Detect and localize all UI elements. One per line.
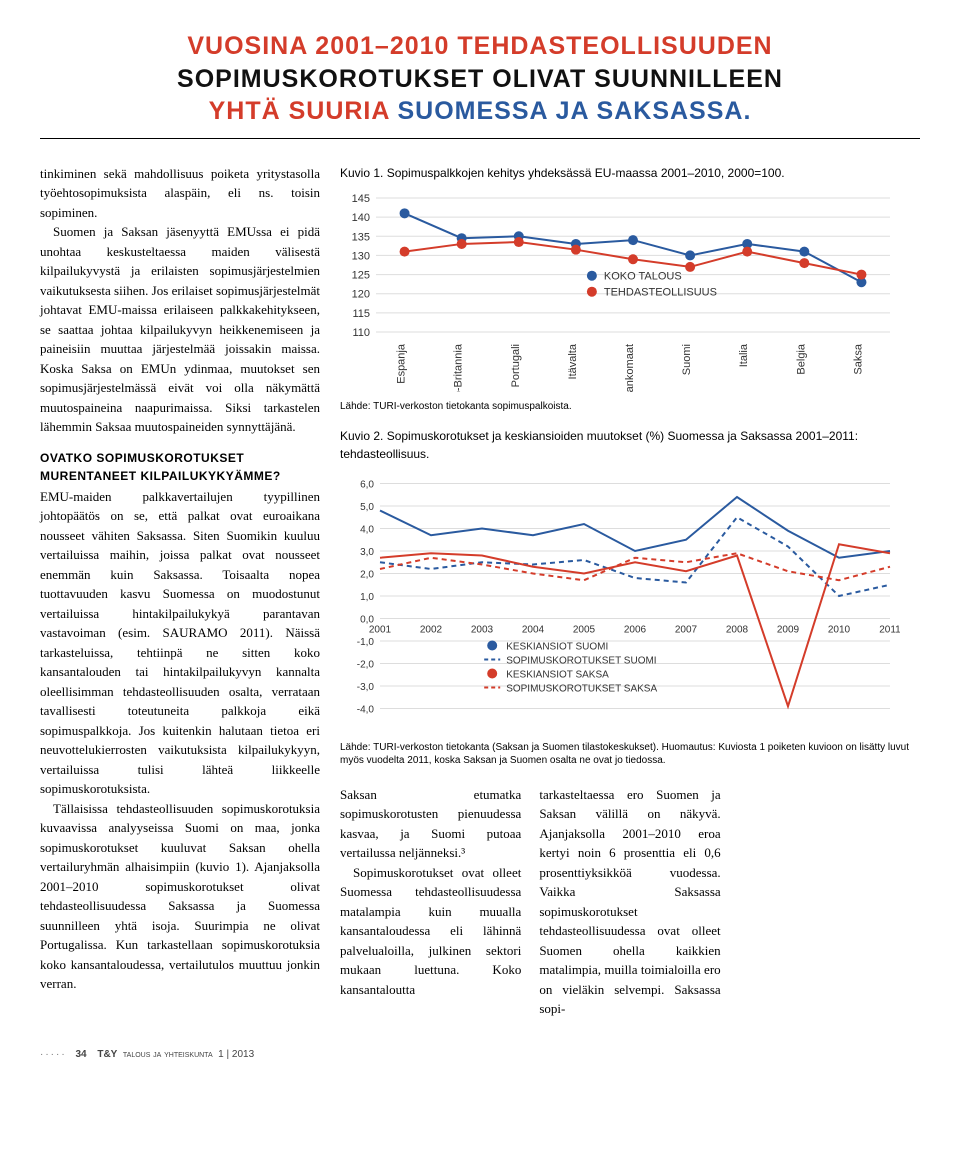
- bottom-p1b: Sopimuskorotukset ovat olleet Suomessa t…: [340, 863, 521, 1000]
- bottom-col2: tarkasteltaessa ero Suomen ja Saksan väl…: [539, 785, 720, 1019]
- svg-text:TEHDASTEOLLISUUS: TEHDASTEOLLISUUS: [604, 286, 717, 298]
- svg-text:3,0: 3,0: [360, 547, 374, 558]
- svg-text:-2,0: -2,0: [357, 659, 375, 670]
- svg-text:Italia: Italia: [738, 343, 750, 367]
- svg-text:KESKIANSIOT SAKSA: KESKIANSIOT SAKSA: [506, 669, 609, 680]
- svg-text:2004: 2004: [522, 624, 545, 635]
- chart2-svg: -4,0-3,0-2,0-1,00,01,02,03,04,05,06,0200…: [340, 473, 900, 733]
- chart1-svg: 110 115 120 125 130 135 140 145 Espanja Iso-Brita…: [340, 192, 900, 392]
- svg-text:Iso-Britannia: Iso-Britannia: [453, 343, 465, 392]
- bottom-columns: Saksan etumatka sopimuskorotusten pienuu…: [340, 785, 920, 1019]
- chart2-source: Lähde: TURI-verkoston tietokanta (Saksan…: [340, 741, 920, 767]
- svg-text:2001: 2001: [369, 624, 392, 635]
- footer-mag: T&Y: [97, 1049, 117, 1060]
- left-column: tinkiminen sekä mahdollisuus poiketa yri…: [40, 164, 320, 1019]
- svg-text:115: 115: [352, 307, 370, 319]
- svg-text:125: 125: [352, 269, 370, 281]
- left-p3: EMU-maiden palkkavertailujen tyypillinen…: [40, 487, 320, 799]
- svg-text:2008: 2008: [726, 624, 749, 635]
- headline-line2: SOPIMUSKOROTUKSET OLIVAT SUUNNILLEEN: [177, 65, 783, 93]
- svg-text:140: 140: [352, 212, 370, 224]
- svg-text:2007: 2007: [675, 624, 698, 635]
- svg-text:2011: 2011: [879, 624, 900, 635]
- svg-text:SOPIMUSKOROTUKSET SAKSA: SOPIMUSKOROTUKSET SAKSA: [506, 683, 657, 694]
- svg-text:2010: 2010: [828, 624, 851, 635]
- svg-text:2009: 2009: [777, 624, 800, 635]
- svg-text:2002: 2002: [420, 624, 443, 635]
- svg-text:Alankomaat: Alankomaat: [624, 344, 636, 392]
- page-footer: 34 T&Y talous ja yhteiskunta 1 | 2013: [40, 1047, 920, 1062]
- bottom-col1: Saksan etumatka sopimuskorotusten pienuu…: [340, 785, 521, 1019]
- svg-text:130: 130: [352, 250, 370, 262]
- headline: VUOSINA 2001–2010 TEHDASTEOLLISUUDEN SOP…: [40, 30, 920, 128]
- svg-text:Suomi: Suomi: [681, 344, 693, 375]
- bottom-col3: [739, 785, 920, 1019]
- svg-text:KESKIANSIOT SUOMI: KESKIANSIOT SUOMI: [506, 641, 608, 652]
- headline-line3b: SUOMESSA JA SAKSASSA.: [397, 97, 751, 125]
- svg-text:Espanja: Espanja: [396, 343, 408, 384]
- svg-text:-3,0: -3,0: [357, 682, 375, 693]
- left-p4: Tällaisissa tehdasteollisuuden sopimusko…: [40, 799, 320, 994]
- svg-text:Saksa: Saksa: [852, 343, 864, 374]
- chart1-source: Lähde: TURI-verkoston tietokanta sopimus…: [340, 400, 920, 413]
- svg-text:-1,0: -1,0: [357, 637, 375, 648]
- svg-text:1,0: 1,0: [360, 592, 374, 603]
- bottom-p1: Saksan etumatka sopimuskorotusten pienuu…: [340, 785, 521, 863]
- svg-text:Portugali: Portugali: [510, 344, 522, 387]
- footer-page: 34: [75, 1049, 86, 1060]
- svg-text:135: 135: [352, 231, 370, 243]
- footer-magfull: talous ja yhteiskunta: [123, 1049, 213, 1060]
- svg-text:6,0: 6,0: [360, 479, 374, 490]
- svg-text:-4,0: -4,0: [357, 704, 375, 715]
- svg-text:SOPIMUSKOROTUKSET SUOMI: SOPIMUSKOROTUKSET SUOMI: [506, 655, 656, 666]
- svg-text:120: 120: [352, 288, 370, 300]
- svg-text:5,0: 5,0: [360, 502, 374, 513]
- bottom-p2: tarkasteltaessa ero Suomen ja Saksan väl…: [539, 785, 720, 1019]
- chart1-title: Kuvio 1. Sopimuspalkkojen kehitys yhdeks…: [340, 164, 920, 182]
- svg-text:Belgia: Belgia: [795, 343, 807, 374]
- chart2-title: Kuvio 2. Sopimuskorotukset ja keskiansio…: [340, 427, 920, 463]
- headline-rule: [40, 138, 920, 139]
- headline-line1: VUOSINA 2001–2010 TEHDASTEOLLISUUDEN: [187, 32, 772, 60]
- chart1: 110 115 120 125 130 135 140 145 Espanja Iso-Brita…: [340, 192, 920, 392]
- chart2: -4,0-3,0-2,0-1,00,01,02,03,04,05,06,0200…: [340, 473, 920, 733]
- svg-text:110: 110: [352, 327, 370, 339]
- svg-text:2005: 2005: [573, 624, 596, 635]
- svg-text:4,0: 4,0: [360, 524, 374, 535]
- svg-text:2,0: 2,0: [360, 569, 374, 580]
- subhead: OVATKO SOPIMUSKOROTUKSET MURENTANEET KIL…: [40, 449, 320, 485]
- svg-text:145: 145: [352, 193, 370, 205]
- left-p2: Suomen ja Saksan jäsenyyttä EMUssa ei pi…: [40, 222, 320, 437]
- right-column: Kuvio 1. Sopimuspalkkojen kehitys yhdeks…: [340, 164, 920, 1019]
- headline-line3a: YHTÄ SUURIA: [209, 97, 390, 125]
- footer-issue: 1 | 2013: [218, 1049, 254, 1060]
- svg-text:2003: 2003: [471, 624, 494, 635]
- left-p1: tinkiminen sekä mahdollisuus poiketa yri…: [40, 164, 320, 223]
- svg-text:Itävalta: Itävalta: [567, 343, 579, 379]
- svg-text:KOKO TALOUS: KOKO TALOUS: [604, 270, 682, 282]
- svg-text:2006: 2006: [624, 624, 647, 635]
